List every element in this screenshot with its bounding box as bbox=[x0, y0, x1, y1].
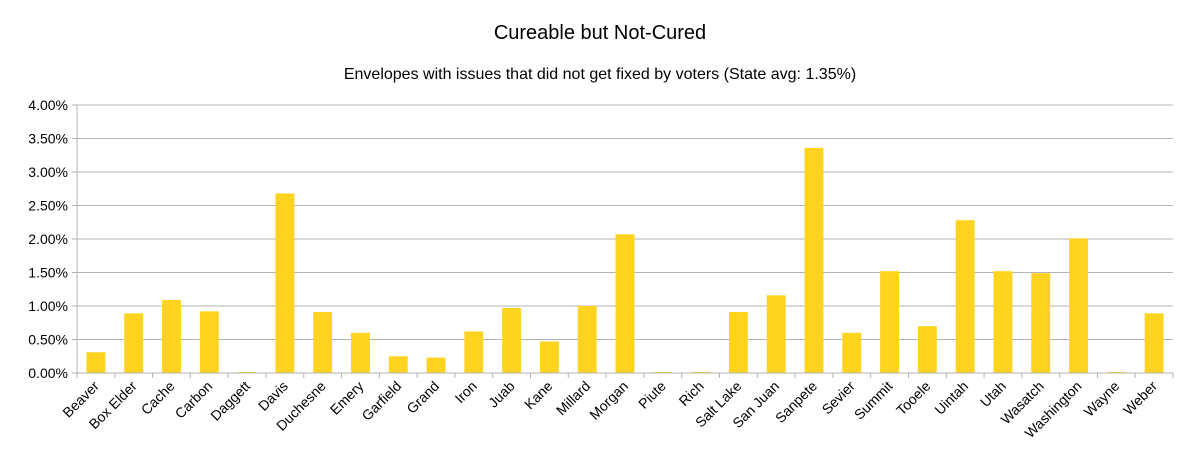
y-tick-label: 1.50% bbox=[28, 265, 68, 281]
x-category-label: Tooele bbox=[893, 378, 934, 419]
x-category-label: Summit bbox=[851, 378, 896, 423]
bar bbox=[917, 326, 937, 373]
chart-subtitle: Envelopes with issues that did not get f… bbox=[344, 66, 856, 83]
x-category-label: Utah bbox=[977, 378, 1009, 410]
bar bbox=[539, 341, 559, 373]
x-category-label: Piute bbox=[635, 378, 669, 412]
bar bbox=[313, 312, 333, 373]
x-category-label: Daggett bbox=[207, 378, 253, 424]
bar bbox=[86, 352, 106, 373]
x-category-label: Garfield bbox=[358, 378, 404, 424]
bar bbox=[880, 271, 899, 373]
bar bbox=[728, 312, 748, 373]
y-tick-label: 0.50% bbox=[28, 332, 68, 348]
y-tick-label: 2.50% bbox=[28, 198, 68, 214]
bar bbox=[993, 271, 1013, 373]
bar bbox=[804, 147, 824, 373]
bar bbox=[162, 299, 181, 373]
bar bbox=[842, 332, 862, 373]
bars bbox=[77, 147, 1173, 374]
bar bbox=[388, 356, 408, 373]
x-category-label: Rich bbox=[676, 378, 707, 409]
y-tick-label: 2.00% bbox=[28, 231, 68, 247]
y-tick-label: 3.00% bbox=[28, 164, 68, 180]
x-category-label: Grand bbox=[403, 378, 442, 417]
bar bbox=[464, 331, 484, 373]
bar bbox=[955, 220, 975, 373]
bar bbox=[502, 308, 522, 373]
bar bbox=[426, 357, 446, 373]
bar bbox=[275, 193, 295, 373]
x-category-label: Sanpete bbox=[772, 378, 820, 426]
x-category-label: Weber bbox=[1120, 378, 1161, 419]
bar bbox=[1031, 273, 1051, 373]
x-category-label: Morgan bbox=[586, 378, 631, 423]
bar bbox=[1069, 238, 1088, 373]
x-category-label: Iron bbox=[452, 378, 480, 406]
bar bbox=[766, 295, 786, 373]
x-category-label: Juab bbox=[485, 378, 518, 411]
bar bbox=[199, 311, 219, 373]
bar bbox=[351, 332, 370, 373]
y-tick-label: 1.00% bbox=[28, 298, 68, 314]
bar bbox=[577, 306, 597, 373]
chart-title: Cureable but Not-Cured bbox=[494, 22, 706, 44]
y-tick-label: 3.50% bbox=[28, 131, 68, 147]
bar bbox=[615, 234, 635, 373]
x-category-label: Uintah bbox=[931, 378, 971, 418]
x-category-label: Kane bbox=[521, 378, 556, 413]
y-tick-label: 4.00% bbox=[28, 97, 68, 113]
x-category-label: Wayne bbox=[1081, 378, 1123, 420]
y-axis-ticks: 0.00% 0.50% 1.00% 1.50% 2.00% 2.50% 3.00% 3.50%… bbox=[28, 97, 68, 381]
y-tick-label: 0.00% bbox=[28, 365, 68, 381]
bar bbox=[1144, 313, 1164, 373]
bar bbox=[124, 313, 144, 373]
